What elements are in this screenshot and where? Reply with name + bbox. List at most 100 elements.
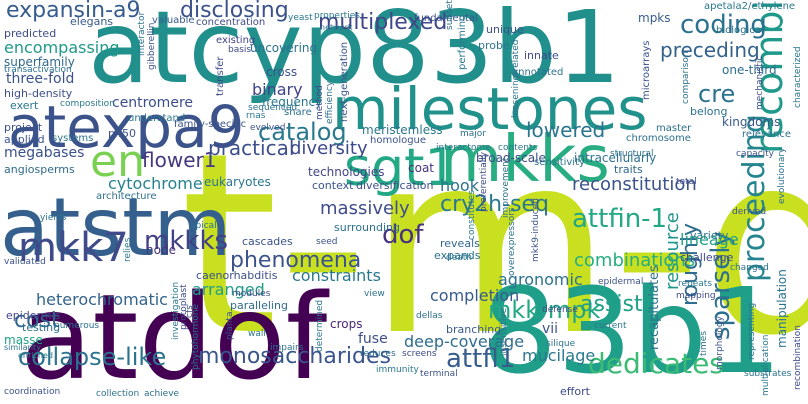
- word-major: major: [460, 129, 486, 139]
- word-kingdoms: kingdoms: [722, 115, 781, 129]
- word-total: total: [676, 177, 697, 187]
- word-structural: structural: [610, 149, 654, 159]
- word-diversity: diversity: [290, 138, 368, 159]
- word-valuable: valuable: [152, 15, 195, 26]
- word-fundamental: fundamental: [414, 13, 478, 24]
- word-mechanistic: mechanistic: [755, 55, 765, 110]
- word-multiplication: multiplication: [761, 334, 771, 396]
- word-achieve: achieve: [144, 389, 180, 399]
- word-assist: assist: [580, 292, 643, 317]
- word-improvement: improvement: [501, 157, 511, 218]
- word-recombination: recombination: [793, 325, 803, 390]
- word-dedicates: dedicates: [588, 347, 724, 380]
- word-modules: modules: [232, 289, 271, 299]
- word-collection: collection: [96, 389, 140, 399]
- word-elegans: elegans: [70, 15, 114, 28]
- word-high-density: high-density: [4, 87, 73, 100]
- word-constraints: constraints: [292, 266, 381, 285]
- word-dof: dof: [382, 220, 424, 250]
- word-next-generation: next-generation: [339, 41, 350, 122]
- word-mkkks: mkkks: [144, 226, 229, 256]
- word-deep-coverage: deep-coverage: [404, 332, 525, 351]
- word-properties: properties: [314, 11, 360, 21]
- word-screens: screens: [402, 349, 437, 359]
- word-node: node: [146, 243, 176, 257]
- word-83b1: 83b1: [482, 262, 783, 400]
- word-lineage: lineage: [680, 230, 739, 249]
- word-systems: systems: [52, 133, 94, 144]
- word-coat: coat: [408, 161, 434, 175]
- word-probe: probe: [478, 39, 510, 52]
- word-predicted: predicted: [4, 27, 57, 40]
- word-constitutes: constitutes: [467, 190, 477, 240]
- word-impairs: impairs: [270, 343, 304, 353]
- word-mpks: mpks: [638, 11, 671, 25]
- word-disclosing: disclosing: [180, 0, 289, 23]
- word-completion: completion: [430, 286, 520, 305]
- word-atdof: atdof: [20, 268, 328, 404]
- word-attfin-1: attfin-1: [572, 204, 668, 234]
- word-coordination: coordination: [4, 387, 61, 397]
- word-reconstitution: reconstitution: [572, 174, 697, 195]
- word-atexpa9: atexpa9: [8, 93, 245, 161]
- word-preceding: preceding: [660, 38, 760, 62]
- word-eukaryotes: eukaryotes: [204, 175, 271, 189]
- word-megabases: megabases: [4, 145, 85, 161]
- word-mkk-mpk: mkk-mpk: [488, 296, 601, 324]
- word-epidermal: epidermal: [598, 277, 644, 287]
- word-recapitulates: recapitulates: [647, 265, 662, 350]
- word-repeats: repeats: [678, 279, 713, 289]
- word-performing: performing: [457, 14, 468, 70]
- word-diversification: diversification: [356, 179, 434, 192]
- word-enriched: enriched: [18, 351, 53, 360]
- word-chromosome: chromosome: [626, 133, 691, 144]
- word-catalog: catalog: [258, 118, 347, 146]
- word-epidermis: epidermis: [6, 309, 61, 322]
- word-relies: relies: [123, 237, 133, 262]
- word-morphology: morphology: [715, 316, 725, 370]
- word-contents: contents: [498, 143, 538, 153]
- word-centromere: centromere: [112, 95, 193, 111]
- word-project: project: [4, 121, 43, 134]
- word-agronomic: agronomic: [498, 270, 583, 289]
- word-cfs: cfs: [185, 305, 195, 318]
- word-comparison: comparison: [681, 51, 691, 104]
- word-broad-scale: broad-scale: [476, 151, 546, 165]
- word-cre: cre: [698, 80, 736, 108]
- word-masse: masse: [4, 333, 43, 347]
- word-insensitive: insensitive: [499, 307, 509, 356]
- word-collapse-like: collapse-like: [18, 343, 167, 371]
- word-efficiency: efficiency: [325, 80, 335, 124]
- word-method: method: [315, 85, 325, 120]
- word-times: times: [699, 330, 709, 356]
- word-challenge: challenge: [680, 251, 734, 264]
- word-view: view: [364, 289, 385, 299]
- word-planta: planta: [225, 311, 235, 340]
- word-mkk7: mkk7: [18, 225, 129, 271]
- word-preferentially: preferentially: [479, 151, 489, 212]
- word-gibberellin: gibberellin: [147, 22, 157, 70]
- word-immunity: immunity: [376, 365, 419, 375]
- word-expands: expands: [434, 249, 481, 262]
- word-architecture: architecture: [96, 191, 157, 202]
- word-attfl1: attfl1: [446, 344, 516, 374]
- word-multiplexed: multiplexed: [318, 10, 448, 35]
- word-t-m-d: t-m-d: [180, 99, 808, 390]
- word-milestones: milestones: [332, 75, 648, 143]
- word-variety: variety: [690, 229, 729, 242]
- word-derived: derived: [732, 207, 767, 217]
- word-annotated: annotated: [512, 67, 564, 78]
- word-three-fold: three-fold: [6, 71, 75, 87]
- word-yields: yields: [40, 213, 67, 223]
- word-death: death: [446, 253, 472, 263]
- word-expansin-a9: expansin-a9: [6, 0, 141, 23]
- word-share: share: [284, 107, 312, 118]
- word-capacity: capacity: [736, 149, 774, 159]
- word-practical: practical: [208, 136, 295, 160]
- word-family-specific: family-specific: [174, 119, 247, 130]
- word-interactome: interactome: [436, 143, 491, 153]
- word-phenomena: phenomena: [230, 248, 362, 273]
- word-coding: coding: [680, 10, 767, 40]
- word-transactivation: transactivation: [4, 65, 72, 75]
